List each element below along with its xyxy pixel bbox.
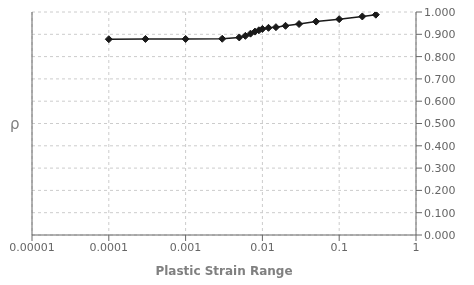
svg-text:0.01: 0.01 (250, 241, 275, 254)
svg-text:0.600: 0.600 (424, 95, 456, 108)
svg-text:0.300: 0.300 (424, 162, 456, 175)
svg-text:Plastic Strain Range: Plastic Strain Range (155, 264, 292, 278)
svg-text:0.700: 0.700 (424, 73, 456, 86)
svg-text:0.001: 0.001 (170, 241, 202, 254)
svg-text:0.0001: 0.0001 (90, 241, 129, 254)
svg-text:0.000: 0.000 (424, 229, 456, 242)
svg-text:1.000: 1.000 (424, 6, 456, 19)
svg-text:0.500: 0.500 (424, 117, 456, 130)
svg-text:0.200: 0.200 (424, 184, 456, 197)
svg-text:0.100: 0.100 (424, 207, 456, 220)
svg-text:1: 1 (413, 241, 420, 254)
svg-text:0.00001: 0.00001 (9, 241, 55, 254)
svg-text:0.400: 0.400 (424, 140, 456, 153)
svg-text:0.900: 0.900 (424, 28, 456, 41)
svg-text:0.1: 0.1 (330, 241, 348, 254)
svg-text:ρ: ρ (10, 115, 20, 133)
svg-text:0.800: 0.800 (424, 51, 456, 64)
